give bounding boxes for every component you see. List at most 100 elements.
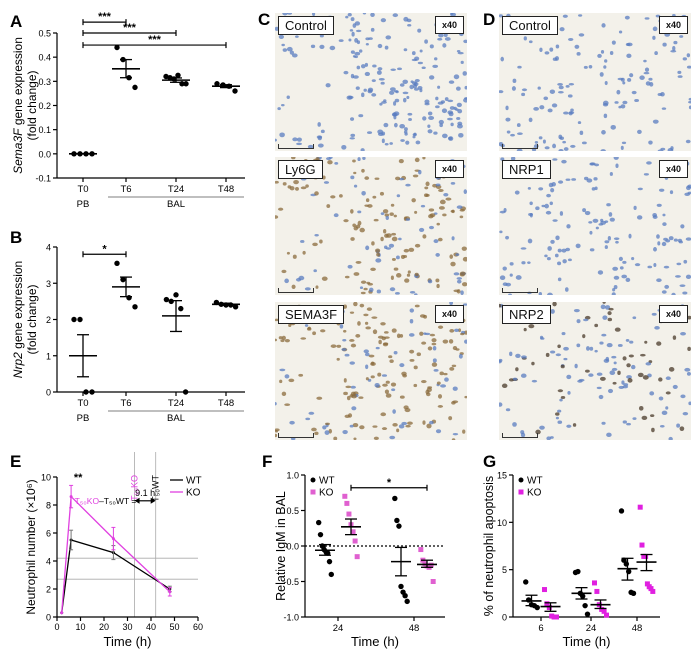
- cell-nucleus: [304, 287, 311, 291]
- cell-nucleus: [284, 403, 291, 407]
- cell-nucleus: [665, 391, 671, 395]
- cell-nucleus: [414, 88, 419, 91]
- cell-nucleus: [463, 189, 467, 195]
- cell-nucleus: [414, 304, 420, 308]
- cell-nucleus: [648, 140, 653, 145]
- cell-nucleus: [323, 181, 330, 184]
- cell-nucleus: [418, 169, 422, 175]
- cell-nucleus: [380, 412, 387, 417]
- cell-nucleus: [451, 438, 456, 440]
- cell-nucleus: [439, 199, 446, 205]
- cell-nucleus: [680, 331, 686, 336]
- cell-nucleus: [621, 380, 625, 385]
- cell-nucleus: [558, 149, 564, 151]
- cell-nucleus: [284, 338, 290, 343]
- x-group-label: BAL: [167, 199, 185, 210]
- cell-nucleus: [396, 428, 400, 433]
- cell-nucleus: [409, 308, 415, 313]
- cell-nucleus: [450, 261, 456, 267]
- cell-nucleus: [555, 235, 560, 241]
- cell-nucleus: [333, 213, 339, 218]
- cell-nucleus: [633, 205, 637, 210]
- cell-nucleus: [400, 139, 405, 142]
- cell-nucleus: [401, 371, 407, 376]
- cell-nucleus: [642, 375, 649, 380]
- cell-nucleus: [350, 385, 356, 389]
- cell-nucleus: [611, 367, 618, 371]
- cell-nucleus: [365, 198, 370, 203]
- cell-nucleus: [427, 111, 433, 116]
- cell-nucleus: [380, 18, 387, 23]
- cell-nucleus: [588, 373, 594, 377]
- cell-nucleus: [403, 248, 410, 253]
- cell-nucleus: [459, 215, 464, 219]
- y-axis-label-line2: (fold change): [25, 70, 39, 140]
- cell-nucleus: [352, 423, 359, 428]
- cell-nucleus: [558, 85, 564, 90]
- cell-nucleus: [353, 302, 358, 307]
- scale-bar: [278, 144, 314, 149]
- cell-nucleus: [603, 113, 608, 119]
- data-point: [173, 292, 179, 298]
- cell-nucleus: [395, 255, 400, 260]
- cell-nucleus: [353, 437, 357, 440]
- cell-nucleus: [437, 405, 444, 408]
- cell-nucleus: [414, 210, 418, 214]
- data-point: [523, 579, 529, 585]
- data-point: [618, 508, 625, 514]
- cell-nucleus: [563, 111, 569, 115]
- cell-nucleus: [577, 121, 582, 125]
- data-point: [354, 554, 360, 560]
- cell-nucleus: [365, 364, 369, 370]
- data-point: [342, 493, 348, 499]
- data-point: [317, 531, 324, 538]
- significance-label: ***: [148, 34, 162, 46]
- cell-nucleus: [363, 349, 369, 354]
- cell-nucleus: [653, 247, 657, 252]
- cell-nucleus: [509, 351, 513, 357]
- cell-nucleus: [544, 146, 550, 150]
- cell-nucleus: [424, 332, 431, 336]
- y-tick-label: 6: [46, 529, 51, 539]
- cell-nucleus: [355, 333, 361, 338]
- cell-nucleus: [688, 97, 691, 101]
- data-point: [182, 389, 189, 395]
- cell-nucleus: [459, 271, 466, 276]
- data-point: [114, 44, 120, 51]
- cell-nucleus: [412, 133, 417, 137]
- cell-nucleus: [665, 239, 671, 243]
- cell-nucleus: [305, 417, 311, 421]
- micrograph-d-nrp1: NRP1 x40: [499, 157, 691, 295]
- cell-nucleus: [289, 420, 295, 425]
- cell-nucleus: [669, 190, 674, 195]
- cell-nucleus: [464, 339, 467, 344]
- cell-nucleus: [345, 15, 349, 19]
- cell-nucleus: [554, 56, 560, 61]
- cell-nucleus: [601, 130, 606, 135]
- cell-nucleus: [565, 85, 570, 88]
- cell-nucleus: [286, 46, 293, 52]
- cell-nucleus: [678, 240, 683, 244]
- cell-nucleus: [595, 226, 599, 230]
- cell-nucleus: [631, 364, 636, 370]
- cell-nucleus: [278, 34, 285, 39]
- cell-nucleus: [455, 348, 460, 351]
- cell-nucleus: [325, 83, 331, 88]
- cell-nucleus: [647, 265, 653, 269]
- y-tick-label: 15: [497, 471, 507, 481]
- cell-nucleus: [574, 44, 580, 49]
- cell-nucleus: [438, 119, 444, 125]
- cell-nucleus: [515, 353, 521, 359]
- cell-nucleus: [464, 395, 467, 399]
- cell-nucleus: [659, 425, 665, 428]
- cell-nucleus: [370, 362, 376, 367]
- cell-nucleus: [558, 180, 564, 184]
- cell-nucleus: [573, 308, 580, 313]
- cell-nucleus: [572, 423, 577, 427]
- cell-nucleus: [390, 203, 395, 207]
- cell-nucleus: [550, 239, 555, 244]
- x-tick-label: 24: [586, 623, 597, 634]
- cell-nucleus: [438, 188, 444, 192]
- data-point: [430, 579, 436, 584]
- cell-nucleus: [527, 187, 531, 190]
